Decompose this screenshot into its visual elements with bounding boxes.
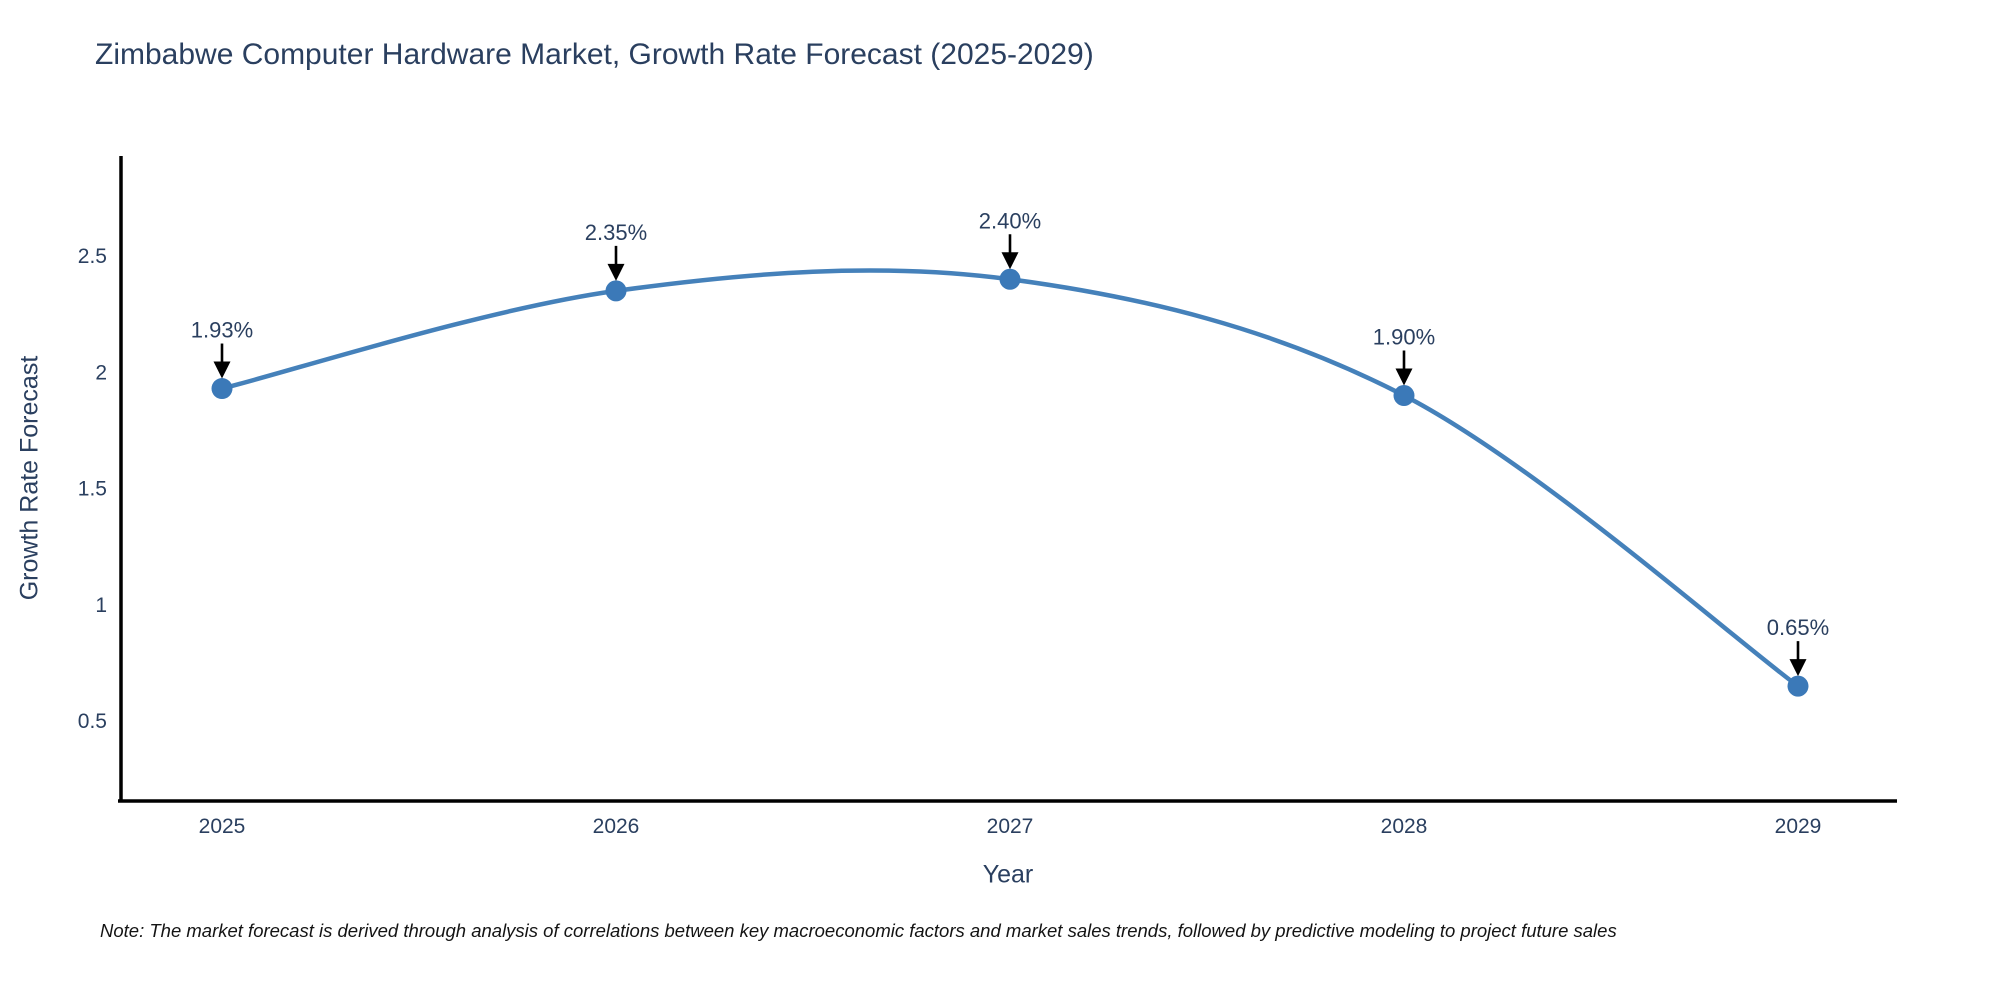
data-point-2026[interactable] [605, 280, 627, 302]
x-tick-label: 2026 [593, 815, 640, 838]
y-tick-label: 2.5 [78, 245, 107, 268]
forecast-line[interactable] [221, 268, 1800, 688]
y-tick-label: 2 [95, 361, 107, 384]
point-value-label: 1.93% [191, 318, 253, 343]
y-tick-label: 1 [95, 594, 107, 617]
y-tick-label: 1.5 [78, 478, 107, 501]
annotation-arrowhead [213, 361, 231, 379]
x-axis-title: Year [982, 860, 1034, 889]
annotation-arrowhead [607, 263, 625, 281]
data-point-2029[interactable] [1787, 675, 1809, 697]
chart-title: Zimbabwe Computer Hardware Market, Growt… [95, 38, 1094, 71]
point-value-label: 2.35% [585, 220, 647, 245]
data-point-2028[interactable] [1393, 385, 1415, 406]
annotation-arrowhead [1001, 252, 1019, 270]
x-tick-label: 2029 [1775, 815, 1822, 838]
annotation-arrowhead [1395, 368, 1413, 386]
x-tick-label: 2028 [1381, 815, 1428, 838]
data-point-2025[interactable] [211, 378, 233, 400]
x-tick-label: 2027 [987, 815, 1034, 838]
annotation-arrowhead [1789, 659, 1807, 677]
x-tick-label: 2025 [199, 815, 246, 838]
point-value-label: 2.40% [979, 208, 1041, 233]
point-value-label: 1.90% [1373, 325, 1435, 350]
point-value-label: 0.65% [1767, 615, 1829, 640]
y-tick-label: 0.5 [78, 710, 107, 733]
footnote: Note: The market forecast is derived thr… [100, 920, 1617, 941]
data-point-2027[interactable] [999, 268, 1021, 290]
